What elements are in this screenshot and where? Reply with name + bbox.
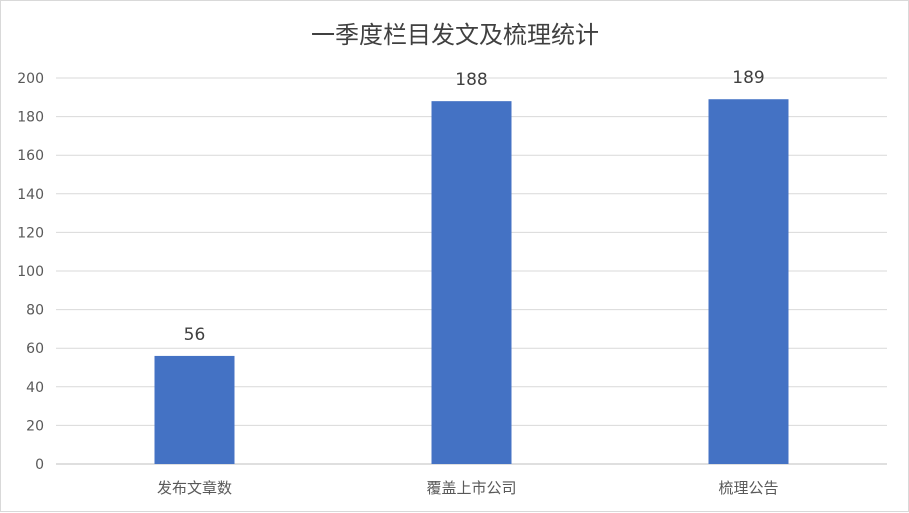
y-tick-label: 80 [26, 303, 44, 319]
y-tick-label: 160 [17, 148, 44, 164]
y-tick-label: 200 [17, 71, 44, 87]
chart-title: 一季度栏目发文及梳理统计 [311, 21, 599, 49]
x-tick-label: 梳理公告 [718, 479, 778, 497]
data-label: 56 [184, 325, 206, 345]
y-tick-label: 60 [26, 341, 44, 357]
bar [154, 355, 235, 464]
y-tick-label: 20 [26, 418, 44, 434]
x-tick-label: 发布文章数 [157, 479, 232, 497]
y-tick-label: 40 [26, 380, 44, 396]
data-label: 188 [455, 70, 487, 90]
y-tick-label: 100 [17, 264, 44, 280]
x-tick-label: 覆盖上市公司 [426, 479, 516, 497]
y-tick-label: 120 [17, 225, 44, 241]
y-tick-label: 0 [35, 457, 44, 473]
data-label: 189 [732, 68, 764, 88]
y-tick-label: 140 [17, 187, 44, 203]
y-tick-label: 180 [17, 110, 44, 126]
bar [708, 99, 789, 464]
bar [431, 101, 512, 464]
